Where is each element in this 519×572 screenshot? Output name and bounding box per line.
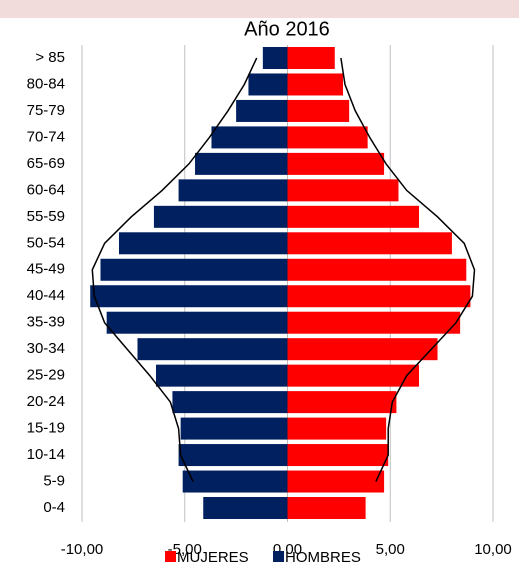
bar (155, 364, 288, 387)
bar (287, 470, 385, 493)
y-tick-label: 25-29 (27, 367, 65, 384)
y-tick-label: > 85 (35, 49, 65, 66)
bar (203, 497, 288, 519)
y-tick-label: 60-64 (27, 181, 65, 198)
bar (287, 258, 467, 281)
y-tick-label: 70-74 (27, 128, 65, 145)
legend-label: HOMBRES (285, 549, 361, 566)
bar (287, 417, 387, 440)
bar (287, 338, 438, 361)
chart-title: Año 2016 (244, 18, 330, 40)
x-tick-label: -5,00 (168, 541, 202, 558)
bar (106, 311, 288, 334)
y-tick-label: 5-9 (43, 472, 65, 489)
x-tick-label: 5,00 (376, 541, 405, 558)
bar (178, 179, 288, 202)
bar (287, 152, 385, 175)
bar (287, 232, 452, 255)
bar (153, 205, 288, 228)
bar (180, 417, 288, 440)
y-tick-label: 55-59 (27, 208, 65, 225)
bar (137, 338, 288, 361)
y-tick-label: 45-49 (27, 261, 65, 278)
y-tick-label: 30-34 (27, 340, 65, 357)
bar (287, 47, 335, 69)
bar (287, 285, 471, 308)
y-tick-label: 20-24 (27, 393, 65, 410)
outline (91, 57, 258, 482)
x-tick-label: 10,00 (474, 541, 512, 558)
bar (287, 205, 420, 228)
y-tick-label: 65-69 (27, 155, 65, 172)
bar (118, 232, 288, 255)
legend-swatch (165, 551, 176, 562)
bar (287, 126, 368, 149)
bar (90, 285, 288, 308)
y-tick-label: 50-54 (27, 234, 65, 251)
bar (178, 444, 288, 467)
bar (287, 444, 389, 467)
y-tick-label: 10-14 (27, 446, 65, 463)
bar (287, 311, 461, 334)
outline (340, 57, 476, 482)
x-tick-label: -10,00 (61, 541, 104, 558)
bar (100, 258, 288, 281)
y-tick-label: 40-44 (27, 287, 65, 304)
bar (195, 152, 288, 175)
y-tick-label: 75-79 (27, 102, 65, 119)
bar (182, 470, 288, 493)
bar (211, 126, 288, 149)
bar (287, 73, 343, 96)
bar (287, 391, 397, 414)
legend-swatch (273, 551, 284, 562)
y-tick-label: 15-19 (27, 420, 65, 437)
bar (287, 497, 366, 519)
bar (172, 391, 288, 414)
y-tick-label: 35-39 (27, 314, 65, 331)
bar (248, 73, 288, 96)
bar (287, 179, 399, 202)
y-tick-label: 0-4 (43, 499, 65, 516)
legend-label: MUJERES (177, 549, 249, 566)
bar (287, 364, 420, 387)
y-tick-label: 80-84 (27, 75, 65, 92)
bar (236, 99, 288, 122)
bar (287, 99, 350, 122)
bar (262, 47, 288, 69)
header-band (0, 0, 519, 18)
